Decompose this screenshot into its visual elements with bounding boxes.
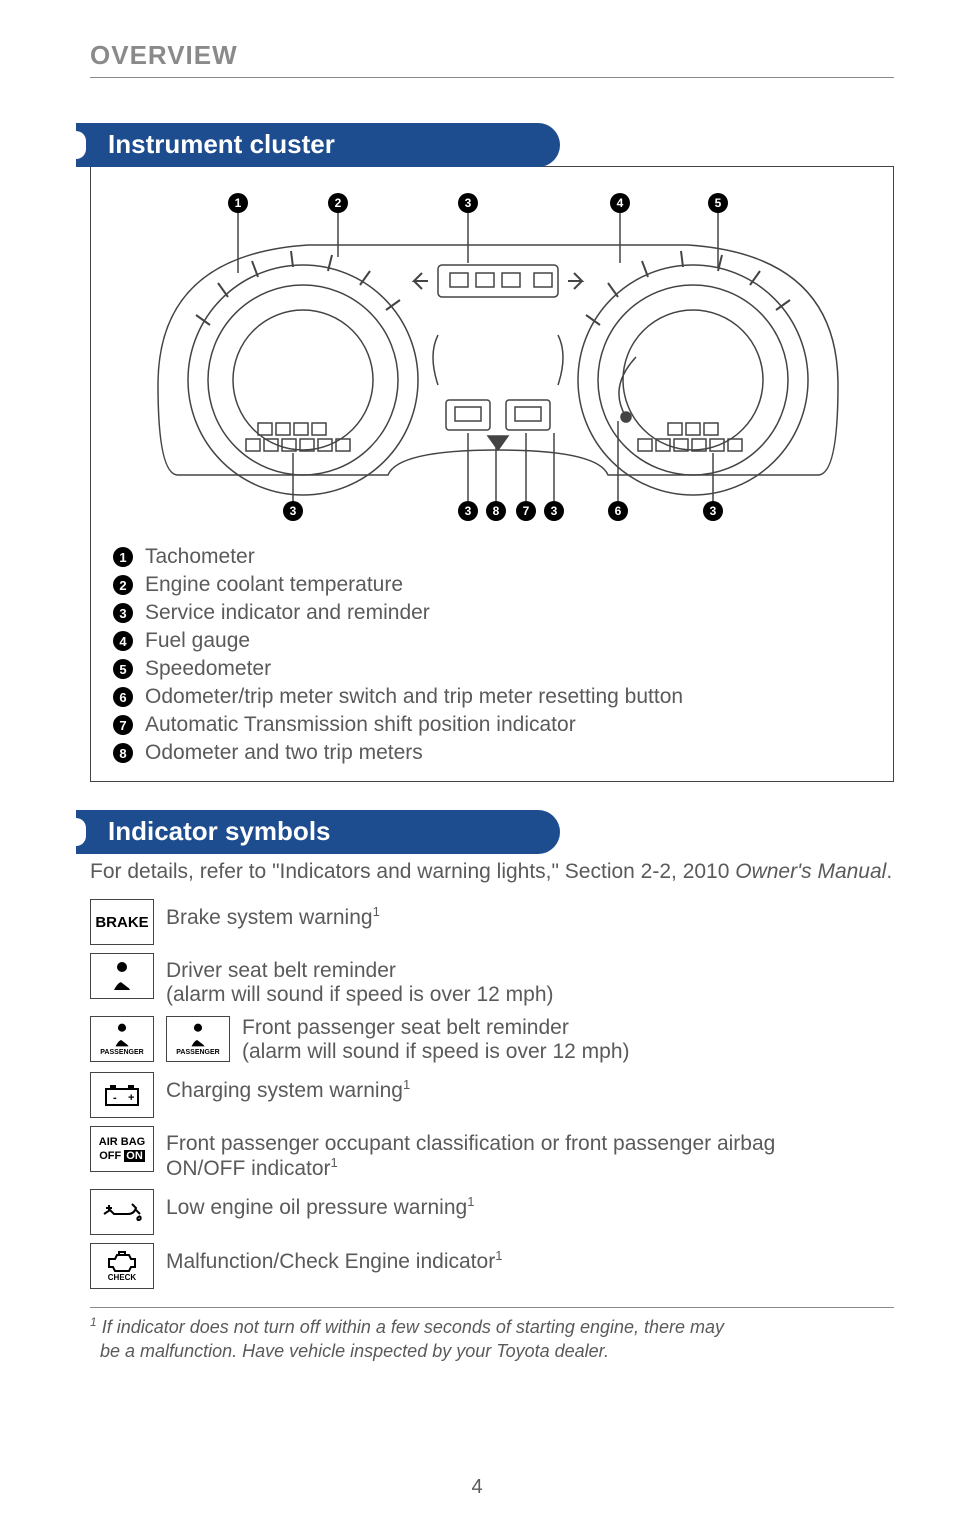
svg-text:3: 3 [290, 504, 297, 518]
indicator-symbol [90, 953, 154, 999]
cluster-diagram-box: 1 2 3 4 5 3 3 8 7 3 6 3 1 Tachometer 2 Engine coolant… [90, 166, 894, 782]
indicator-text: Charging system warning1 [166, 1072, 410, 1103]
indicator-row: Low engine oil pressure warning1 [90, 1189, 894, 1235]
indicator-row: PASSENGER PASSENGER Front passenger seat b… [90, 1016, 894, 1064]
indicator-list: BRAKE Brake system warning1 Driver seat be… [90, 899, 894, 1289]
legend-label: Odometer/trip meter switch and trip mete… [145, 685, 683, 709]
footnote-line2: be a malfunction. Have vehicle inspected… [100, 1341, 609, 1361]
instrument-cluster-diagram: 1 2 3 4 5 3 3 8 7 3 6 3 [128, 185, 868, 525]
svg-text:2: 2 [335, 196, 342, 210]
legend-badge: 6 [113, 687, 133, 707]
indicator-text-wrap: Brake system warning1 [166, 899, 380, 930]
indicator-symbol: -+ [90, 1072, 154, 1118]
indicator-text-wrap: Charging system warning1 [166, 1072, 410, 1103]
legend-label: Fuel gauge [145, 629, 250, 653]
indicator-symbol: AIR BAGOFF ON [90, 1126, 154, 1172]
indicator-text: Low engine oil pressure warning1 [166, 1189, 474, 1220]
indicator-row: CHECK Malfunction/Check Engine indicator1 [90, 1243, 894, 1289]
section-title: Indicator symbols [108, 816, 331, 847]
intro-text-c: . [886, 860, 892, 883]
legend-item: 2 Engine coolant temperature [113, 571, 883, 599]
svg-text:-: - [113, 1092, 117, 1104]
legend-label: Service indicator and reminder [145, 601, 430, 625]
indicator-symbol [90, 1189, 154, 1235]
intro-text-b: Owner's Manual [735, 860, 886, 883]
footnote-line1: If indicator does not turn off within a … [97, 1317, 724, 1337]
legend-label: Engine coolant temperature [145, 573, 403, 597]
indicator-text-wrap: Driver seat belt reminder(alarm will sou… [166, 953, 554, 1007]
indicator-text-wrap: Malfunction/Check Engine indicator1 [166, 1243, 502, 1274]
indicator-text: Malfunction/Check Engine indicator1 [166, 1243, 502, 1274]
legend-item: 1 Tachometer [113, 543, 883, 571]
indicator-text-wrap: Low engine oil pressure warning1 [166, 1189, 474, 1220]
svg-text:3: 3 [465, 196, 472, 210]
svg-text:4: 4 [617, 196, 624, 210]
svg-text:3: 3 [465, 504, 472, 518]
indicator-symbol: BRAKE [90, 899, 154, 945]
page-number: 4 [0, 1476, 954, 1499]
indicator-intro: For details, refer to "Indicators and wa… [90, 858, 894, 885]
indicator-symbol: CHECK [90, 1243, 154, 1289]
indicator-symbol-nested: PASSENGER [166, 1016, 230, 1062]
indicator-row: BRAKE Brake system warning1 [90, 899, 894, 945]
legend-item: 6 Odometer/trip meter switch and trip met… [113, 683, 883, 711]
svg-text:3: 3 [710, 504, 717, 518]
indicator-text-wrap: PASSENGER Front passenger seat belt remin… [166, 1016, 630, 1064]
footnote-rule [90, 1307, 894, 1308]
legend-item: 7 Automatic Transmission shift position i… [113, 711, 883, 739]
legend-label: Tachometer [145, 545, 255, 569]
indicator-row: -+ Charging system warning1 [90, 1072, 894, 1118]
section-tab-indicators: Indicator symbols [90, 810, 560, 854]
indicator-row: Driver seat belt reminder(alarm will sou… [90, 953, 894, 1007]
intro-text-a: For details, refer to "Indicators and wa… [90, 860, 735, 883]
legend-badge: 4 [113, 631, 133, 651]
legend-item: 4 Fuel gauge [113, 627, 883, 655]
legend-item: 3 Service indicator and reminder [113, 599, 883, 627]
svg-text:6: 6 [615, 504, 622, 518]
svg-text:8: 8 [493, 504, 500, 518]
indicator-symbol: PASSENGER [90, 1016, 154, 1062]
legend-badge: 5 [113, 659, 133, 679]
legend-list: 1Tachometer2Engine coolant temperature3S… [113, 543, 883, 767]
legend-badge: 8 [113, 743, 133, 763]
svg-text:3: 3 [551, 504, 558, 518]
legend-badge: 1 [113, 547, 133, 567]
section-title: Instrument cluster [108, 129, 335, 160]
indicator-text: Front passenger seat belt reminder(alarm… [242, 1016, 630, 1064]
indicator-row: AIR BAGOFF ON Front passenger occupant cl… [90, 1126, 894, 1181]
footnote-marker: 1 [90, 1315, 97, 1329]
legend-badge: 3 [113, 603, 133, 623]
svg-text:7: 7 [523, 504, 530, 518]
footnote: 1 If indicator does not turn off within … [90, 1314, 894, 1364]
legend-badge: 2 [113, 575, 133, 595]
indicator-text: Front passenger occupant classification … [166, 1126, 775, 1181]
legend-badge: 7 [113, 715, 133, 735]
svg-text:+: + [128, 1092, 134, 1104]
svg-text:1: 1 [235, 196, 242, 210]
legend-item: 8 Odometer and two trip meters [113, 739, 883, 767]
header-rule [90, 77, 894, 78]
page-header: OVERVIEW [90, 40, 894, 71]
svg-text:5: 5 [715, 196, 722, 210]
legend-label: Automatic Transmission shift position in… [145, 713, 576, 737]
section-tab-cluster: Instrument cluster [90, 123, 560, 167]
indicator-text-wrap: Front passenger occupant classification … [166, 1126, 775, 1181]
indicator-text: Driver seat belt reminder(alarm will sou… [166, 953, 554, 1007]
legend-label: Odometer and two trip meters [145, 741, 423, 765]
indicator-text: Brake system warning1 [166, 899, 380, 930]
legend-label: Speedometer [145, 657, 271, 681]
legend-item: 5 Speedometer [113, 655, 883, 683]
